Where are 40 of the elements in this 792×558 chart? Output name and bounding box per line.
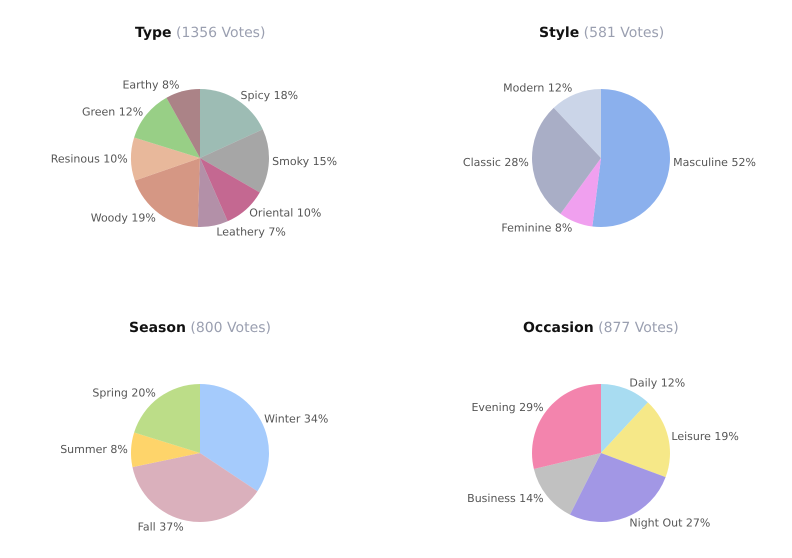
- slice-label: Spring 20%: [92, 386, 156, 400]
- pie-slice: [166, 89, 200, 158]
- chart-subtitle: (581 Votes): [584, 25, 664, 41]
- slice-label: Night Out 27%: [629, 516, 710, 530]
- slice-label: Spicy 18%: [240, 88, 298, 102]
- slice-label: Modern 12%: [503, 82, 572, 95]
- pie-slice: [532, 108, 601, 214]
- slice-label: Earthy 8%: [122, 78, 180, 92]
- slice-label: Classic 28%: [462, 156, 529, 169]
- chart-subtitle: (877 Votes): [598, 320, 679, 336]
- pie-slice: [131, 138, 200, 181]
- slice-label: Daily 12%: [629, 376, 686, 390]
- slice-label: Oriental 10%: [249, 206, 322, 220]
- slice-label: Leathery 7%: [216, 226, 286, 239]
- pie-slice: [134, 384, 200, 453]
- chart-title: Type: [135, 25, 172, 41]
- chart-title: Style: [539, 25, 580, 41]
- slice-label: Winter 34%: [264, 412, 328, 426]
- slice-label: Smoky 15%: [272, 154, 338, 168]
- chart-title: Occasion: [523, 320, 594, 336]
- pie-slice: [200, 129, 269, 192]
- slice-label: Summer 8%: [60, 443, 128, 456]
- slice-label: Evening 29%: [471, 401, 544, 414]
- slice-label: Resinous 10%: [50, 152, 128, 166]
- chart-subtitle: (800 Votes): [190, 320, 271, 336]
- slice-label: Masculine 52%: [673, 156, 756, 169]
- pie-slice: [601, 402, 670, 478]
- slice-label: Woody 19%: [90, 211, 156, 224]
- slice-label: Fall 37%: [138, 520, 184, 534]
- pie-slice: [131, 432, 200, 468]
- slice-label: Leisure 19%: [671, 430, 739, 444]
- pie-slice: [592, 89, 670, 227]
- slice-label: Green 12%: [82, 105, 144, 118]
- pie-slice: [132, 453, 258, 522]
- chart-subtitle: (1356 Votes): [176, 25, 266, 41]
- chart-title: Season: [129, 320, 186, 336]
- pie-slice: [134, 158, 200, 227]
- pie-slice: [198, 158, 228, 227]
- slice-label: Business 14%: [467, 492, 544, 505]
- slice-label: Feminine 8%: [501, 221, 572, 234]
